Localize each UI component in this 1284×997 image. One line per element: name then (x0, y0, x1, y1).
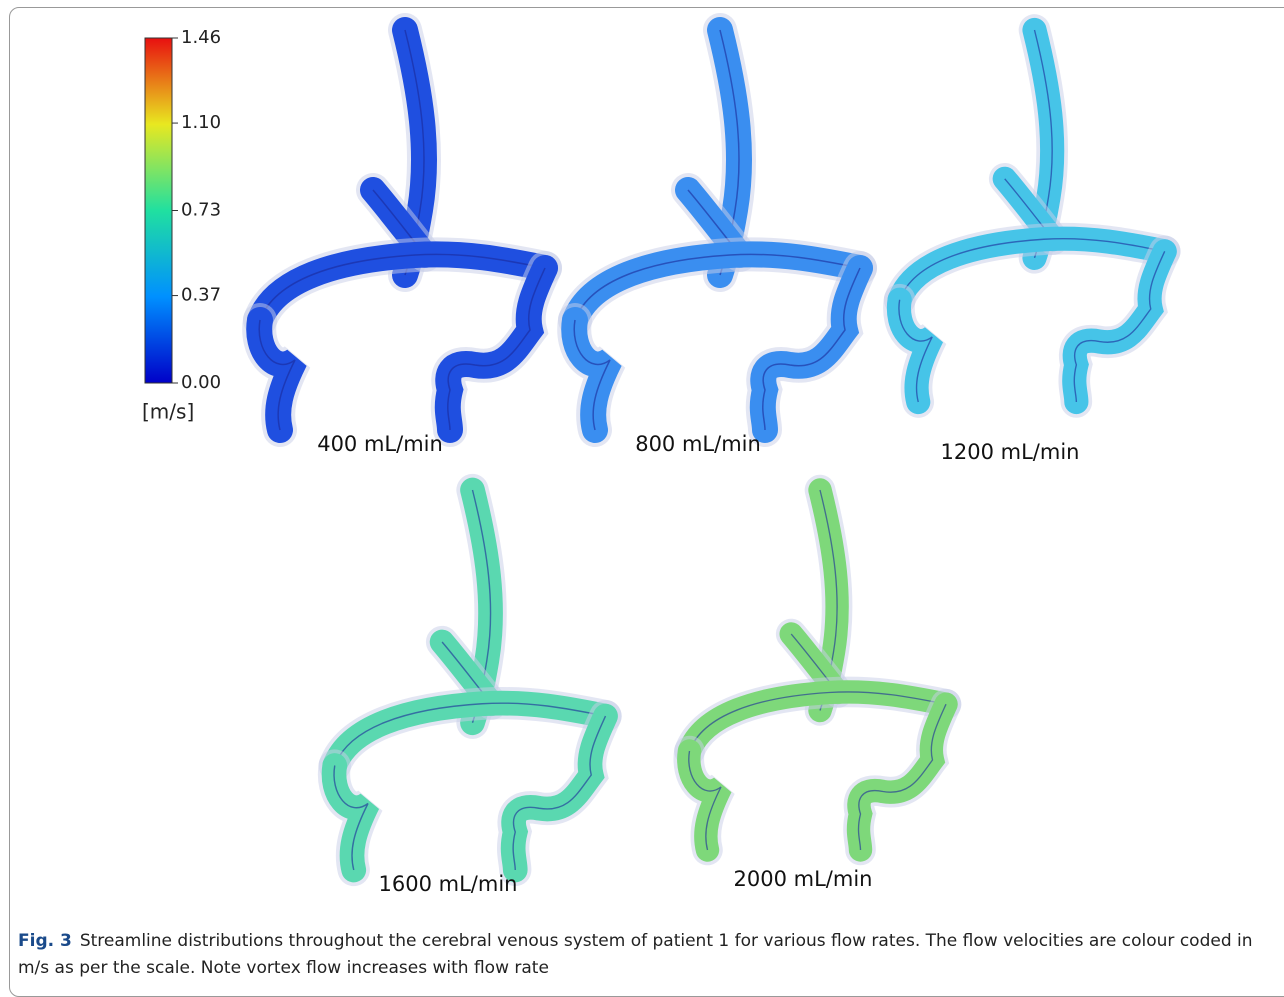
panel-label: 400 mL/min (317, 432, 443, 456)
panel-label: 800 mL/min (635, 432, 761, 456)
vessel-panel (899, 30, 1165, 402)
figure: [m/s] 1.46 1.10 0.73 0.37 0.00 400 mL/min 800 … (0, 0, 1284, 920)
colorbar-tick-label: 1.10 (181, 112, 221, 133)
panel-label: 1200 mL/min (941, 440, 1080, 464)
caption-label: Fig. 3 (18, 931, 72, 951)
colorbar-tick-label: 0.73 (181, 200, 221, 221)
colorbar (145, 38, 172, 383)
page: [m/s] 1.46 1.10 0.73 0.37 0.00 400 mL/min 800 … (0, 0, 1284, 985)
colorbar-tick-label: 1.46 (181, 27, 221, 48)
panel-label: 1600 mL/min (379, 872, 518, 896)
colorbar-tick-label: 0.00 (181, 372, 221, 393)
caption-text: Streamline distributions throughout the … (18, 931, 1253, 978)
colorbar-unit: [m/s] (142, 400, 194, 424)
colorbar-tick-label: 0.37 (181, 285, 221, 306)
vessel-panel (334, 490, 605, 870)
vessel-panel (574, 30, 860, 430)
panel-label: 2000 mL/min (734, 867, 873, 891)
vessel-panel (259, 30, 545, 430)
vessel-panel (689, 490, 946, 850)
